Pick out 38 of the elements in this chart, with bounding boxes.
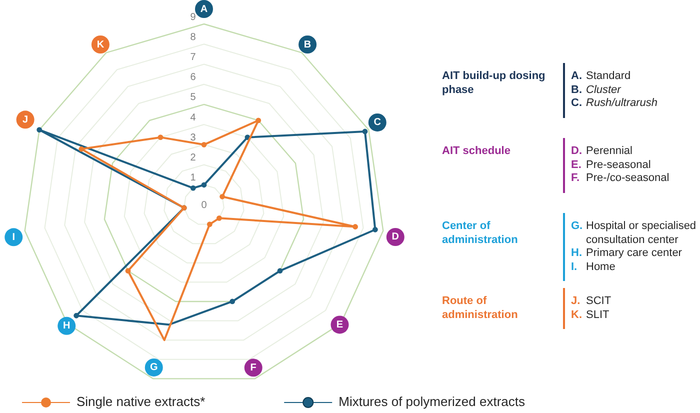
y-tick-label: 8 bbox=[190, 32, 196, 43]
spoke-label: H bbox=[63, 320, 70, 332]
y-tick-label: 0 bbox=[201, 200, 208, 211]
spoke-label: B bbox=[304, 39, 312, 50]
y-tick-label: 3 bbox=[190, 132, 196, 144]
y-tick-label: 4 bbox=[190, 112, 196, 124]
text: I. Home bbox=[571, 260, 616, 274]
spoke-label: E bbox=[336, 319, 344, 330]
spoke-label: A bbox=[200, 4, 208, 15]
y-tick-label: 9 bbox=[190, 12, 196, 23]
y-tick-label: 5 bbox=[190, 92, 196, 104]
spoke-label: C bbox=[374, 117, 382, 128]
text: A. Standard bbox=[571, 70, 631, 84]
spoke-label: D bbox=[392, 232, 400, 243]
text: J. SCIT bbox=[571, 295, 612, 308]
text: F. Pre-/co-seasonal bbox=[571, 172, 670, 186]
y-tick-label: 6 bbox=[190, 72, 196, 84]
text: AIT build-up dosing phase bbox=[442, 70, 546, 97]
legend-label: Single native extracts* bbox=[76, 394, 206, 410]
y-tick-label: 1 bbox=[190, 172, 196, 184]
text: AIT schedule bbox=[442, 145, 512, 158]
text: C. Rush/ultrarush bbox=[571, 97, 658, 110]
text: E. Pre-seasonal bbox=[571, 158, 651, 172]
text: Center of administration bbox=[442, 220, 519, 247]
text: G. Hospital or specialised consultation center bbox=[571, 220, 698, 247]
spoke-label: K bbox=[96, 39, 105, 50]
spoke-label: G bbox=[150, 362, 158, 374]
y-tick-label: 2 bbox=[190, 152, 196, 164]
spoke-label: F bbox=[250, 362, 256, 374]
text: Route of administration bbox=[442, 295, 519, 322]
text: D. Perennial bbox=[571, 145, 632, 158]
text: B. Cluster bbox=[571, 84, 621, 97]
spoke-label: J bbox=[22, 114, 28, 126]
text: H. Primary care center bbox=[571, 247, 682, 260]
legend-label: Mixtures of polymerized extracts bbox=[338, 394, 526, 410]
y-tick-label: 7 bbox=[190, 52, 196, 63]
spoke-label: I bbox=[12, 232, 16, 243]
text: K. SLIT bbox=[571, 308, 610, 322]
